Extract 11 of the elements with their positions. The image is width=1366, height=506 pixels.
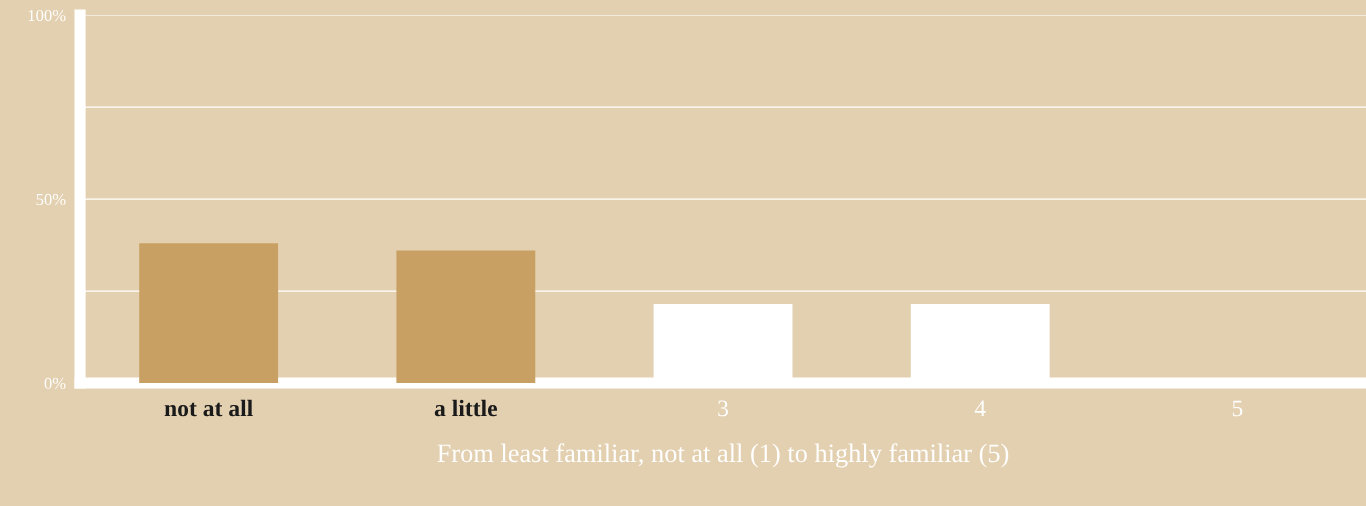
- y-tick-label: 50%: [36, 193, 66, 206]
- x-axis-title: From least familiar, not at all (1) to highly familiar (5): [437, 443, 1009, 468]
- x-tick-label: 5: [1232, 400, 1243, 417]
- x-tick-label: 4: [974, 400, 986, 417]
- x-tick-label: not at all: [164, 399, 253, 417]
- bar: [139, 243, 279, 384]
- y-tick-label: 100%: [28, 9, 66, 22]
- bar: [396, 250, 536, 384]
- x-tick-label: 3: [718, 400, 728, 417]
- x-tick-label: a little: [434, 399, 498, 417]
- y-tick-label: 0%: [44, 377, 66, 390]
